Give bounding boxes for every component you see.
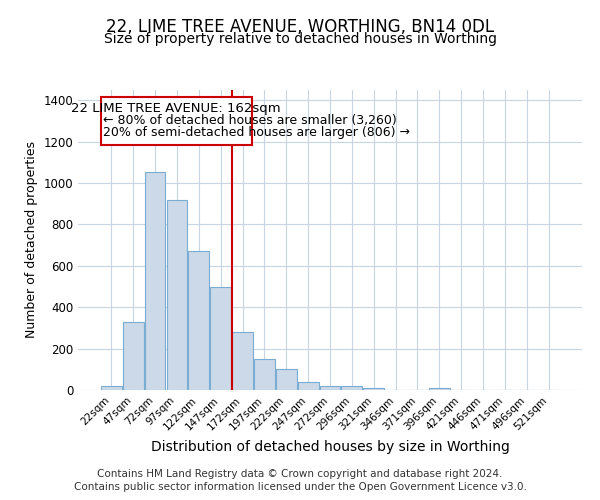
Bar bbox=[320, 386, 340, 390]
Bar bbox=[188, 252, 209, 390]
Bar bbox=[210, 286, 231, 390]
Text: 20% of semi-detached houses are larger (806) →: 20% of semi-detached houses are larger (… bbox=[103, 126, 410, 139]
Text: ← 80% of detached houses are smaller (3,260): ← 80% of detached houses are smaller (3,… bbox=[103, 114, 397, 127]
Text: 22, LIME TREE AVENUE, WORTHING, BN14 0DL: 22, LIME TREE AVENUE, WORTHING, BN14 0DL bbox=[106, 18, 494, 36]
Bar bbox=[429, 388, 450, 390]
Text: Size of property relative to detached houses in Worthing: Size of property relative to detached ho… bbox=[104, 32, 497, 46]
Y-axis label: Number of detached properties: Number of detached properties bbox=[25, 142, 38, 338]
Bar bbox=[123, 322, 143, 390]
FancyBboxPatch shape bbox=[101, 97, 252, 145]
Bar bbox=[298, 382, 319, 390]
Bar bbox=[232, 332, 253, 390]
Bar bbox=[167, 200, 187, 390]
Bar bbox=[341, 386, 362, 390]
Bar bbox=[101, 386, 122, 390]
Bar bbox=[254, 359, 275, 390]
Text: 22 LIME TREE AVENUE: 162sqm: 22 LIME TREE AVENUE: 162sqm bbox=[71, 102, 281, 116]
Bar bbox=[276, 370, 296, 390]
X-axis label: Distribution of detached houses by size in Worthing: Distribution of detached houses by size … bbox=[151, 440, 509, 454]
Bar bbox=[364, 388, 384, 390]
Bar bbox=[145, 172, 166, 390]
Text: Contains HM Land Registry data © Crown copyright and database right 2024.
Contai: Contains HM Land Registry data © Crown c… bbox=[74, 470, 526, 492]
